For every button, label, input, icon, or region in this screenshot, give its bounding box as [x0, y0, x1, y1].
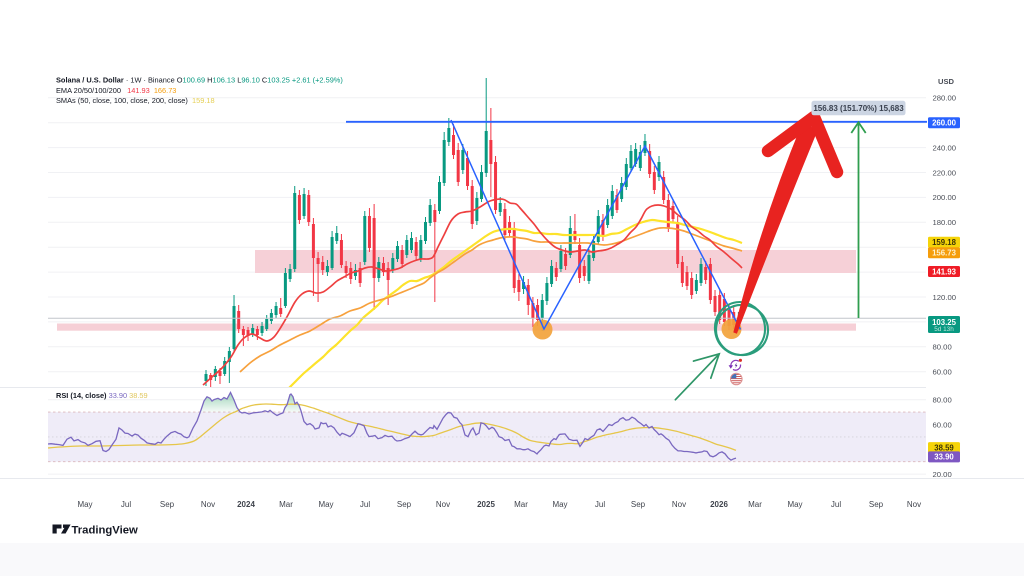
- svg-text:80.00: 80.00: [933, 396, 952, 405]
- svg-text:220.00: 220.00: [933, 168, 957, 177]
- svg-text:2026: 2026: [710, 500, 728, 509]
- svg-text:38.59: 38.59: [934, 443, 954, 452]
- svg-text:EMA 20/50/100/200 141.93 16: EMA 20/50/100/200 141.93 166.73: [56, 86, 176, 95]
- svg-text:60.00: 60.00: [933, 420, 952, 429]
- svg-text:USD: USD: [938, 77, 955, 86]
- svg-text:180.00: 180.00: [933, 218, 957, 227]
- svg-text:May: May: [787, 500, 802, 509]
- svg-text:Nov: Nov: [907, 500, 921, 509]
- svg-text:RSI (14, close) 33.90 38.59: RSI (14, close) 33.90 38.59: [56, 391, 148, 400]
- svg-text:120.00: 120.00: [933, 293, 957, 302]
- svg-text:103.25: 103.25: [932, 318, 957, 327]
- svg-text:2024: 2024: [237, 500, 255, 509]
- svg-text:33.90: 33.90: [934, 453, 954, 462]
- svg-text:80.00: 80.00: [933, 343, 952, 352]
- svg-text:Jul: Jul: [831, 500, 841, 509]
- svg-text:200.00: 200.00: [933, 193, 957, 202]
- svg-text:Mar: Mar: [514, 500, 528, 509]
- svg-text:Sep: Sep: [869, 500, 884, 509]
- svg-text:Nov: Nov: [201, 500, 215, 509]
- svg-text:Sep: Sep: [397, 500, 412, 509]
- svg-text:May: May: [552, 500, 567, 509]
- svg-text:May: May: [77, 500, 92, 509]
- svg-text:TradingView: TradingView: [72, 525, 139, 537]
- svg-text:Jul: Jul: [360, 500, 370, 509]
- svg-text:5d 13h: 5d 13h: [934, 326, 954, 333]
- svg-text:159.18: 159.18: [932, 238, 957, 247]
- svg-text:260.00: 260.00: [932, 119, 957, 128]
- svg-text:20.00: 20.00: [933, 470, 952, 479]
- svg-text:May: May: [318, 500, 333, 509]
- svg-text:Jul: Jul: [121, 500, 131, 509]
- svg-text:Mar: Mar: [279, 500, 293, 509]
- svg-text:240.00: 240.00: [933, 143, 957, 152]
- svg-text:SMAs (50, close, 100, close, 2: SMAs (50, close, 100, close, 200, close)…: [56, 96, 215, 105]
- svg-text:60.00: 60.00: [933, 368, 952, 377]
- svg-text:156.83 (151.70%) 15,683: 156.83 (151.70%) 15,683: [813, 104, 904, 113]
- svg-text:141.93: 141.93: [932, 267, 957, 276]
- svg-text:Sep: Sep: [631, 500, 646, 509]
- svg-text:280.00: 280.00: [933, 94, 957, 103]
- svg-text:156.73: 156.73: [932, 249, 957, 258]
- svg-text:2025: 2025: [477, 500, 495, 509]
- svg-text:Sep: Sep: [160, 500, 175, 509]
- svg-text:Nov: Nov: [436, 500, 450, 509]
- svg-text:Mar: Mar: [748, 500, 762, 509]
- svg-text:Nov: Nov: [672, 500, 686, 509]
- svg-text:Solana / U.S. Dollar · 1W · Bi: Solana / U.S. Dollar · 1W · Binance O100…: [56, 76, 343, 85]
- svg-text:Jul: Jul: [595, 500, 605, 509]
